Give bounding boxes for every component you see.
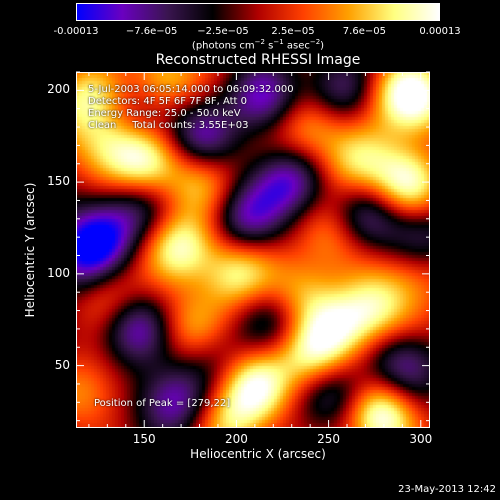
- x-tick-label: 300: [409, 432, 433, 446]
- x-axis-label: Heliocentric X (arcsec): [190, 447, 326, 461]
- colorbar: [76, 3, 440, 21]
- plot-border: [76, 72, 430, 428]
- y-axis-label: Heliocentric Y (arcsec): [23, 182, 37, 318]
- colorbar-tick-label: -0.00013: [53, 26, 99, 37]
- annotation-date: 5-Jul-2003 06:05:14.000 to 06:09:32.000: [88, 84, 294, 95]
- y-tick-label: 150: [47, 174, 70, 189]
- colorbar-tick-label: 7.6e−05: [342, 26, 386, 37]
- plot-area: 5-Jul-2003 06:05:14.000 to 06:09:32.000 …: [76, 71, 430, 428]
- y-tick-label: 100: [47, 265, 70, 280]
- unit-text: ): [320, 40, 325, 52]
- colorbar-tick-label: −2.5e−05: [197, 26, 249, 37]
- x-tick-label: 200: [224, 432, 248, 446]
- colorbar-tick-label: −7.6e−05: [125, 26, 178, 37]
- unit-exponent: −2: [254, 38, 265, 46]
- chart-title: Reconstructed RHESSI Image: [155, 52, 361, 68]
- y-tick-label: 50: [54, 357, 70, 372]
- y-tick-label: 200: [47, 82, 70, 97]
- unit-text: (photons cm: [191, 40, 255, 52]
- unit-exponent: −1: [273, 38, 284, 46]
- heatmap-image: [76, 72, 430, 428]
- colorbar-unit-label: (photons cm−2 s−1 asec−2): [192, 38, 324, 51]
- unit-text: s: [264, 40, 274, 52]
- colorbar-tick-label: 2.5e−05: [271, 26, 315, 37]
- unit-text: asec: [283, 40, 310, 52]
- unit-exponent: −2: [309, 38, 321, 46]
- annotation-peak-position: Position of Peak = [279,22]: [94, 398, 231, 409]
- x-tick-label: 150: [132, 432, 156, 446]
- plot-axes: [76, 71, 430, 428]
- annotation-total-counts: Clean Total counts: 3.55E+03: [88, 120, 249, 131]
- annotation-detectors: Detectors: 4F 5F 6F 7F 8F, Att 0: [88, 96, 248, 107]
- colorbar-tick-label: 0.00013: [419, 26, 461, 37]
- footer-timestamp: 23-May-2013 12:42: [398, 484, 496, 495]
- x-tick-label: 250: [317, 432, 341, 446]
- annotation-energy-range: Energy Range: 25.0 - 50.0 keV: [88, 108, 241, 119]
